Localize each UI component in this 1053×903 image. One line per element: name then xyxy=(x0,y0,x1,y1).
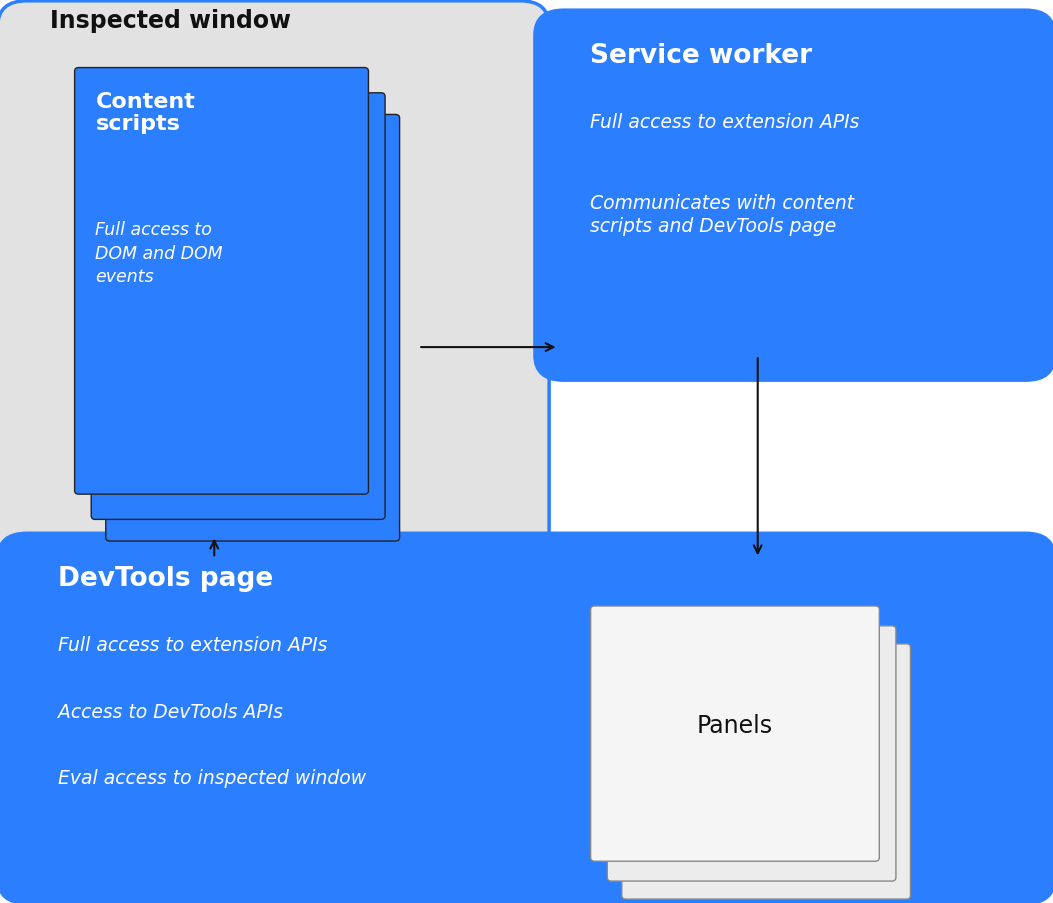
Text: Panels: Panels xyxy=(697,712,773,737)
Text: Full access to extension APIs: Full access to extension APIs xyxy=(58,635,327,654)
Text: DevTools page: DevTools page xyxy=(58,566,273,591)
Text: Full access to extension APIs: Full access to extension APIs xyxy=(590,113,859,132)
Text: Content
scripts: Content scripts xyxy=(96,92,195,135)
Text: Communicates with content
scripts and DevTools page: Communicates with content scripts and De… xyxy=(590,194,854,237)
FancyBboxPatch shape xyxy=(535,11,1053,381)
FancyBboxPatch shape xyxy=(0,534,1053,903)
FancyBboxPatch shape xyxy=(75,69,369,495)
FancyBboxPatch shape xyxy=(591,606,879,861)
FancyBboxPatch shape xyxy=(608,626,896,881)
FancyBboxPatch shape xyxy=(0,2,549,562)
Text: Full access to
DOM and DOM
events: Full access to DOM and DOM events xyxy=(96,220,223,286)
FancyBboxPatch shape xyxy=(105,116,399,542)
Text: Inspected window: Inspected window xyxy=(49,9,291,33)
Text: Access to DevTools APIs: Access to DevTools APIs xyxy=(58,703,283,721)
FancyBboxPatch shape xyxy=(622,644,911,899)
Text: Service worker: Service worker xyxy=(590,43,812,70)
FancyBboxPatch shape xyxy=(92,94,385,520)
Text: Eval access to inspected window: Eval access to inspected window xyxy=(58,768,366,787)
